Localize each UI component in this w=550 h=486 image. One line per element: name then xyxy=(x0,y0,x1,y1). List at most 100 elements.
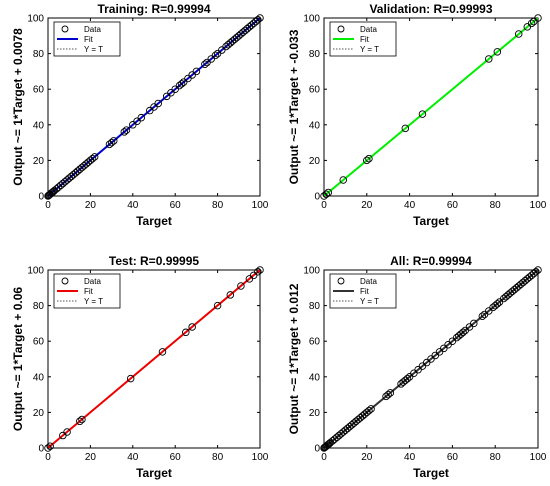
all-data-point xyxy=(478,312,487,321)
test-ytick-label: 40 xyxy=(33,372,45,383)
test-xtick-label: 40 xyxy=(127,452,139,463)
test-ylabel: Output ~= 1*Target + 0.06 xyxy=(11,287,25,431)
validation-plot-area xyxy=(324,18,538,196)
training-legend-data-label: Data xyxy=(84,25,101,34)
training-data-point xyxy=(154,99,162,108)
training-xtick-label: 20 xyxy=(85,200,97,211)
validation-xtick-label: 0 xyxy=(321,200,327,211)
training-ytick-label: 20 xyxy=(33,156,45,167)
test-xtick-label: 60 xyxy=(170,452,182,463)
test-data-point xyxy=(237,282,245,290)
validation-legend-data-marker xyxy=(337,25,345,33)
all-legend-data-label: Data xyxy=(360,277,377,286)
validation-ytick-label: 40 xyxy=(309,120,321,131)
test-ytick-label: 60 xyxy=(33,337,45,348)
validation-data-point xyxy=(534,14,542,22)
validation-data-point xyxy=(493,48,502,56)
training-ytick-label: 0 xyxy=(38,192,44,203)
training-data-point xyxy=(254,16,262,24)
all-data-point xyxy=(470,319,478,328)
all-data-point xyxy=(532,268,540,276)
validation-data-point xyxy=(339,176,348,184)
test-ytick-label: 20 xyxy=(33,408,45,419)
all-data-point xyxy=(459,328,467,337)
training-ylabel: Output ~= 1*Target + 0.0078 xyxy=(11,28,25,186)
test-fit-line xyxy=(48,270,260,448)
training-xtick-label: 40 xyxy=(127,200,139,211)
training-data-point xyxy=(192,67,201,76)
all-legend-fit-label: Fit xyxy=(360,287,370,296)
test-xtick-label: 100 xyxy=(252,452,269,463)
all-data-point xyxy=(384,390,392,399)
test-legend-data-marker xyxy=(61,277,69,285)
test-data-point xyxy=(44,444,52,452)
validation-ytick-label: 80 xyxy=(309,49,321,60)
test-data-point xyxy=(63,428,71,436)
training-xtick-label: 60 xyxy=(170,200,182,211)
validation-data-point xyxy=(527,19,536,28)
all-ylabel: Output ~= 1*Target + 0.012 xyxy=(287,283,301,434)
all-xtick-label: 80 xyxy=(490,452,502,463)
validation-legend-fit-label: Fit xyxy=(360,35,370,44)
test-data-point xyxy=(158,348,167,356)
all-data-point xyxy=(493,300,502,308)
all-xlabel: Target xyxy=(413,466,449,480)
training-ytick-label: 60 xyxy=(33,85,45,96)
training-xtick-label: 0 xyxy=(45,200,51,211)
all-xtick-label: 60 xyxy=(447,452,459,463)
test-plot-area xyxy=(48,270,260,448)
test-legend-identity-label: Y = T xyxy=(84,297,103,306)
training-data-point xyxy=(177,80,186,88)
test-data-point xyxy=(126,374,135,383)
test-xtick-label: 20 xyxy=(85,452,97,463)
training-data-point xyxy=(256,14,264,22)
test-data-point xyxy=(226,291,235,299)
training-data-point xyxy=(137,113,146,122)
training-ytick-label: 80 xyxy=(33,49,45,60)
all-xtick-label: 0 xyxy=(321,452,327,463)
validation-data-point xyxy=(324,188,333,197)
all-ytick-label: 40 xyxy=(309,372,321,383)
validation-ytick-label: 60 xyxy=(309,85,321,96)
all-data-point xyxy=(386,389,395,397)
training-data-point xyxy=(109,137,118,145)
training-title: Training: R=0.99994 xyxy=(97,2,210,16)
training-xtick-label: 80 xyxy=(212,200,224,211)
training-data-point xyxy=(88,154,97,163)
all-ytick-label: 80 xyxy=(309,301,321,312)
all-legend-data-marker xyxy=(337,277,345,285)
validation-ylabel: Output ~= 1*Target + -0.033 xyxy=(287,29,301,184)
validation-data-point xyxy=(401,124,410,133)
training-ytick-label: 100 xyxy=(27,14,44,25)
training-xtick-label: 100 xyxy=(252,200,269,211)
test-ytick-label: 100 xyxy=(27,266,44,277)
test-data-point xyxy=(78,415,86,424)
test-data-point xyxy=(76,417,84,426)
validation-fit-line xyxy=(324,18,538,196)
test-ytick-label: 80 xyxy=(33,301,45,312)
all-data-point xyxy=(365,406,373,415)
test-xtick-label: 80 xyxy=(212,452,224,463)
validation-ytick-label: 20 xyxy=(309,156,321,167)
validation-data-point xyxy=(485,55,493,63)
all-data-point xyxy=(534,266,542,274)
training-xlabel: Target xyxy=(136,214,172,228)
test-ytick-label: 0 xyxy=(38,444,44,455)
validation-data-point xyxy=(322,190,330,198)
training-ytick-label: 40 xyxy=(33,120,45,131)
validation-xtick-label: 40 xyxy=(404,200,416,211)
validation-legend-data-label: Data xyxy=(360,25,377,34)
test-title: Test: R=0.99995 xyxy=(109,254,199,268)
validation-xtick-label: 60 xyxy=(447,200,459,211)
validation-ytick-label: 0 xyxy=(314,192,320,203)
test-xtick-label: 0 xyxy=(45,452,51,463)
test-legend-fit-label: Fit xyxy=(84,287,94,296)
all-data-point xyxy=(367,405,375,413)
validation-legend-identity-label: Y = T xyxy=(360,45,379,54)
test-data-point xyxy=(256,266,264,274)
